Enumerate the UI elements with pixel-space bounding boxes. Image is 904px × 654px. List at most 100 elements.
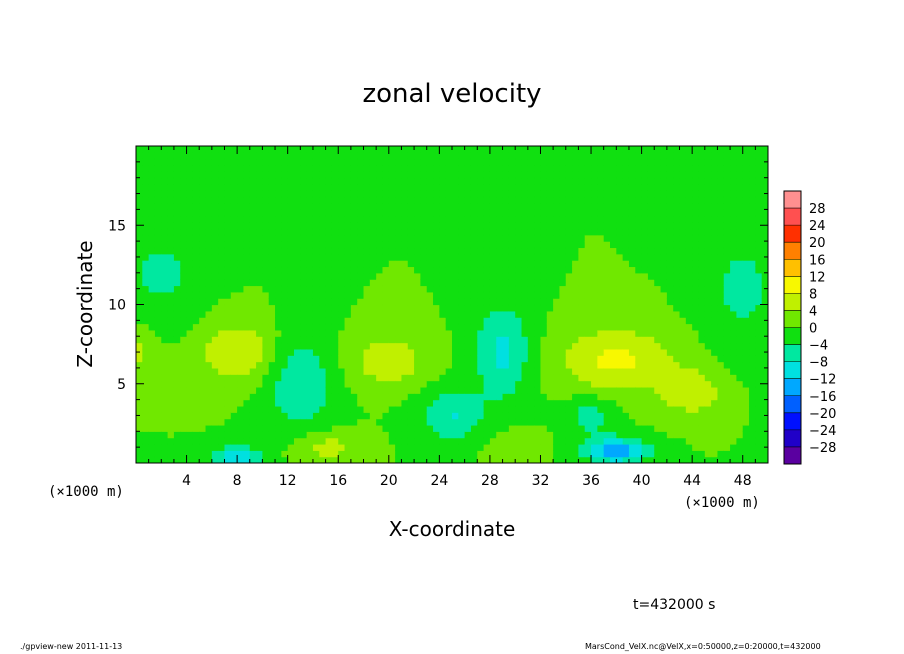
heatmap-cell: [452, 234, 459, 242]
heatmap-cell: [230, 190, 238, 198]
heatmap-cell: [470, 361, 478, 369]
heatmap-cell: [704, 177, 712, 185]
heatmap-cell: [534, 228, 542, 236]
heatmap-cell: [294, 412, 301, 420]
heatmap-cell: [698, 386, 706, 394]
heatmap-cell: [597, 443, 605, 451]
heatmap-cell: [395, 348, 403, 356]
heatmap-cell: [237, 450, 245, 458]
heatmap-cell: [445, 342, 453, 350]
heatmap-cell: [628, 253, 636, 261]
heatmap-cell: [654, 177, 662, 185]
heatmap-cell: [287, 367, 295, 375]
heatmap-cell: [439, 348, 447, 356]
heatmap-cell: [281, 177, 289, 185]
heatmap-cell: [192, 266, 200, 274]
heatmap-cell: [148, 260, 156, 268]
heatmap-cell: [452, 323, 459, 331]
heatmap-cell: [660, 317, 668, 325]
heatmap-cell: [350, 304, 358, 312]
heatmap-cell: [230, 412, 238, 420]
heatmap-cell: [325, 298, 333, 306]
heatmap-cell: [464, 171, 472, 179]
heatmap-cell: [180, 215, 188, 223]
heatmap-cell: [395, 196, 403, 204]
heatmap-cell: [142, 158, 150, 166]
heatmap-cell: [483, 171, 491, 179]
heatmap-cell: [237, 412, 245, 420]
heatmap-cell: [736, 260, 744, 268]
heatmap-cell: [527, 361, 535, 369]
heatmap-cell: [464, 456, 472, 463]
heatmap-cell: [148, 266, 156, 274]
heatmap-cell: [723, 399, 731, 407]
heatmap-cell: [230, 266, 238, 274]
heatmap-cell: [382, 298, 390, 306]
heatmap-cell: [142, 450, 150, 458]
heatmap-cell: [407, 272, 415, 280]
heatmap-cell: [439, 158, 447, 166]
heatmap-cell: [344, 329, 352, 337]
heatmap-cell: [736, 146, 744, 153]
heatmap-cell: [205, 152, 213, 160]
heatmap-cell: [736, 272, 744, 280]
heatmap-cell: [603, 291, 611, 299]
heatmap-cell: [445, 456, 453, 463]
heatmap-cell: [275, 412, 282, 420]
heatmap-cell: [597, 374, 605, 382]
heatmap-cell: [723, 412, 731, 420]
heatmap-cell: [679, 437, 687, 445]
heatmap-cell: [192, 374, 200, 382]
heatmap-cell: [578, 380, 586, 388]
heatmap-cell: [572, 190, 579, 198]
heatmap-cell: [458, 361, 466, 369]
heatmap-cell: [312, 450, 320, 458]
heatmap-cell: [470, 158, 478, 166]
heatmap-cell: [584, 304, 592, 312]
heatmap-cell: [527, 196, 535, 204]
heatmap-cell: [483, 215, 491, 223]
heatmap-cell: [142, 266, 150, 274]
heatmap-cell: [357, 184, 365, 191]
heatmap-cell: [616, 386, 624, 394]
heatmap-cell: [439, 336, 447, 344]
heatmap-cell: [376, 291, 384, 299]
heatmap-cell: [628, 146, 636, 153]
heatmap-cell: [610, 260, 617, 268]
heatmap-cell: [635, 437, 643, 445]
heatmap-cell: [464, 291, 472, 299]
heatmap-cell: [142, 241, 150, 249]
heatmap-cell: [546, 228, 554, 236]
heatmap-cell: [319, 209, 327, 217]
heatmap-cell: [268, 177, 276, 185]
heatmap-cell: [730, 222, 737, 230]
heatmap-cell: [243, 310, 251, 318]
heatmap-cell: [755, 146, 763, 153]
heatmap-cell: [401, 310, 409, 318]
heatmap-cell: [243, 285, 251, 293]
heatmap-cell: [173, 158, 181, 166]
heatmap-cell: [199, 158, 207, 166]
heatmap-cell: [275, 386, 282, 394]
heatmap-cell: [186, 443, 194, 451]
heatmap-cell: [660, 431, 668, 439]
heatmap-cell: [711, 241, 719, 249]
heatmap-cell: [546, 405, 554, 413]
heatmap-cell: [711, 380, 719, 388]
heatmap-cell: [167, 260, 175, 268]
heatmap-cell: [572, 380, 579, 388]
heatmap-cell: [660, 355, 668, 363]
heatmap-cell: [243, 412, 251, 420]
heatmap-cell: [439, 424, 447, 432]
heatmap-cell: [256, 418, 263, 426]
heatmap-cell: [445, 146, 453, 153]
heatmap-cell: [597, 171, 605, 179]
heatmap-cell: [508, 342, 516, 350]
heatmap-cell: [749, 298, 756, 306]
heatmap-cell: [414, 253, 421, 261]
heatmap-cell: [603, 329, 611, 337]
heatmap-cell: [679, 165, 687, 172]
heatmap-cell: [534, 260, 542, 268]
heatmap-cell: [540, 266, 548, 274]
heatmap-cell: [180, 336, 188, 344]
